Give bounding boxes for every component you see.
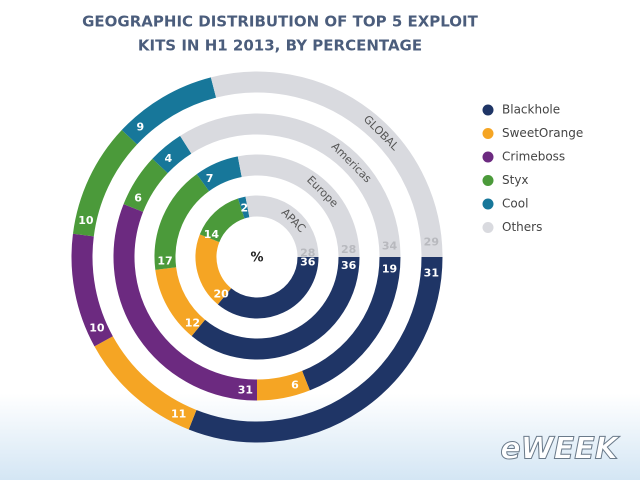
value-label: 7 [206,172,214,185]
legend-label: Crimeboss [502,150,565,164]
chart-title: GEOGRAPHIC DISTRIBUTION OF TOP 5 EXPLOIT [82,13,479,31]
watermark: eWEEK [500,432,620,467]
value-label: 36 [341,259,357,272]
legend-label: SweetOrange [502,126,583,140]
value-label: 6 [134,191,142,204]
ring-segment [152,135,192,174]
ring-segment [94,336,197,430]
ring-segment [154,174,210,270]
value-label: 10 [78,214,94,227]
ring-segment [180,113,401,258]
value-label: 28 [300,247,315,260]
value-label: 20 [214,287,230,300]
value-label: 36 [300,255,316,268]
ring-segment [121,77,217,145]
value-label: 2 [240,202,248,215]
legend-marker [482,175,494,186]
legend-label: Styx [502,173,529,187]
value-label: 11 [171,407,186,420]
value-label: 29 [424,236,439,249]
value-label: 9 [137,121,145,134]
value-label: 31 [238,383,253,396]
ring-segment [72,130,138,237]
value-label: 10 [89,322,105,335]
ring-segment [191,256,360,360]
ring-segment [71,233,113,347]
legend-label: Blackhole [502,103,560,117]
value-label: 28 [341,243,356,256]
ring-segment [237,196,250,219]
ring-segment [196,156,243,192]
value-label: 4 [165,152,173,165]
value-label: 12 [185,317,200,330]
value-label: 31 [424,266,439,279]
ring-segment [195,234,232,305]
value-label: 19 [382,263,397,276]
legend-marker [482,128,494,139]
legend-label: Others [502,220,542,234]
ring-segment [210,71,443,258]
ring-segment [199,198,245,243]
center-label: % [250,251,263,266]
ring-segment [237,154,360,258]
chart-subtitle: KITS IN H1 2013, BY PERCENTAGE [138,37,422,55]
ring-segment [256,370,310,401]
value-label: 14 [204,228,220,241]
ring-segment [217,256,319,319]
ring-segment [113,204,258,401]
ring-segment [188,256,443,443]
value-label: 6 [291,378,299,391]
legend-marker [482,104,494,116]
ring-segment [155,266,206,336]
ring-segment [245,195,319,258]
value-label: 34 [382,239,398,252]
legend-label: Cool [502,197,528,211]
legend-marker [482,222,494,233]
ring-segment [301,256,401,391]
legend-marker [482,198,494,210]
value-label: 17 [157,255,172,268]
ring-segment [123,158,168,213]
legend-marker [482,151,494,163]
